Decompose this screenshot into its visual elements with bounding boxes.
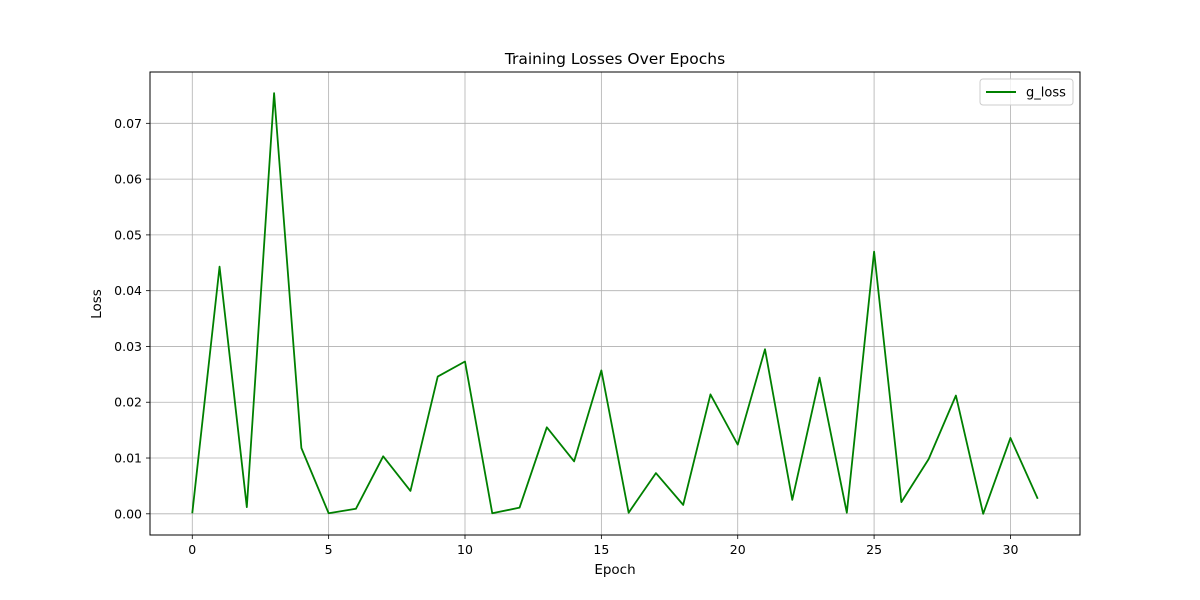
legend-box (979, 78, 1074, 106)
x-tick-label: 10 (457, 542, 473, 557)
y-tick-label: 0.00 (114, 506, 142, 521)
y-tick-label: 0.07 (114, 116, 142, 131)
y-tick-label: 0.01 (114, 451, 142, 466)
x-tick-label: 20 (730, 542, 746, 557)
grid (150, 72, 1080, 535)
chart-title: Training Losses Over Epochs (504, 50, 725, 68)
x-axis-title: Epoch (594, 562, 635, 578)
legend: g_loss (979, 78, 1074, 106)
series-line-g-loss (191, 92, 1039, 515)
y-tick-label: 0.04 (114, 283, 142, 298)
y-tick-label: 0.05 (114, 227, 142, 242)
x-tick-label: 0 (188, 542, 196, 557)
y-tick-label: 0.06 (114, 172, 142, 187)
x-tick-label: 30 (1003, 542, 1019, 557)
x-tick-label: 15 (593, 542, 609, 557)
x-axis: 0 5 10 15 20 25 30 (188, 535, 1018, 557)
y-tick-label: 0.03 (114, 339, 142, 354)
x-tick-label: 5 (325, 542, 333, 557)
legend-label-g-loss: g_loss (1026, 86, 1066, 101)
y-axis-title: Loss (89, 289, 105, 319)
y-tick-label: 0.02 (114, 395, 142, 410)
plot-frame (149, 71, 1081, 536)
series-layer (191, 92, 1039, 515)
y-axis: 0.00 0.01 0.02 0.03 0.04 0.05 0.06 0.07 (114, 116, 150, 521)
x-tick-label: 25 (866, 542, 882, 557)
